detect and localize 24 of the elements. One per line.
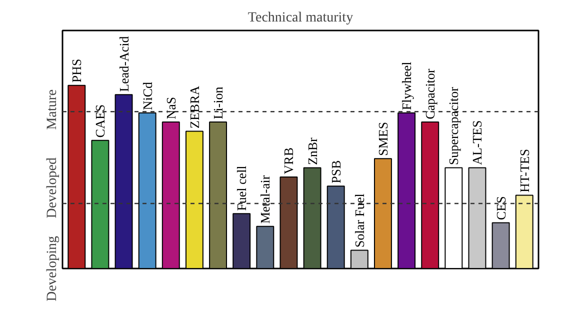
x-tick-label: Flywheel [399, 61, 414, 110]
text: Developed [45, 158, 60, 218]
x-tick-label: Fuel cell [234, 165, 250, 211]
x-tick-label: Capacitor [422, 68, 438, 120]
x-tick-label: Li-ion [210, 86, 226, 120]
x-tick-label: PSB [328, 160, 344, 184]
text: Mature [45, 89, 60, 130]
x-tick-label: CES [493, 196, 508, 220]
x-tick-label: NiCd [140, 81, 155, 110]
x-tick-label: AL-TES [470, 120, 485, 166]
x-tick-label: SMES [375, 122, 390, 156]
x-tick-label: HT-TES [516, 148, 532, 193]
x-tick-label: PHS [69, 58, 84, 83]
x-tick-label: Supercapacitor [446, 86, 462, 166]
x-tick-label: VRB [281, 147, 296, 174]
x-tick-label: ZnBr [304, 136, 320, 166]
chart-title: Technical maturity [248, 10, 354, 26]
x-tick-label: ZEBRA [186, 85, 202, 128]
x-tick-label: Lead-Acid [116, 36, 132, 92]
x-tick-label: CAES [92, 104, 108, 138]
x-tick-label: Solar Fuel [352, 193, 367, 248]
x-tick-label: NaS [163, 96, 178, 120]
text: Developing [45, 236, 60, 302]
x-tick-label: Metal-air [258, 174, 273, 224]
